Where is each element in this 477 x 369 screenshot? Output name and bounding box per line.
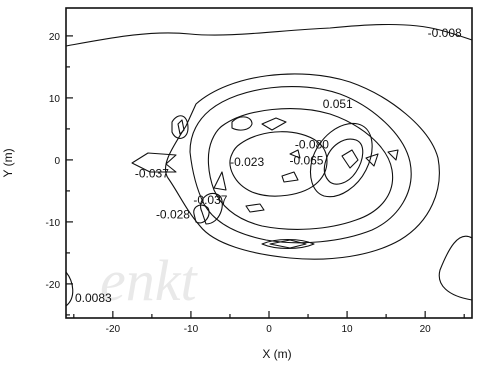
contour-value-label: 0.0083 [75, 291, 112, 305]
contour-value-label: -0.037 [135, 167, 169, 181]
contour-labels: -0.008 0.051 -0.080 -0.023 -0.065 -0.037 -0.03… [75, 26, 462, 305]
contour-value-label: -0.008 [428, 26, 462, 40]
y-tick-label: 0 [54, 156, 60, 167]
x-tick-label: -10 [184, 324, 199, 335]
x-tick-label: 10 [342, 324, 354, 335]
contour-value-label: -0.023 [230, 155, 264, 169]
contour-island-lower-mid [245, 203, 265, 213]
contour-island-bottom-core [269, 239, 307, 249]
contour-island-bottom [261, 238, 315, 250]
axis-ticks: -20 -10 0 10 20 -20 -10 0 10 20 [46, 32, 465, 335]
contour-island-top-left [171, 115, 189, 139]
watermark: enkt [100, 248, 198, 313]
plot-frame [65, 7, 473, 319]
x-tick-label: 0 [266, 324, 272, 335]
contour-line-inner-right-outer [309, 122, 373, 198]
contour-line-inner-right-core [341, 149, 359, 169]
contour-island-center-a [281, 171, 299, 183]
contour-line-level-1 [164, 73, 440, 260]
y-tick-label: 10 [49, 94, 61, 105]
contour-value-label: -0.028 [156, 207, 190, 221]
y-tick-label: -20 [46, 280, 61, 291]
contour-line-inner-center [229, 131, 328, 197]
contour-island-far-right [387, 149, 399, 161]
contour-line-outer-bottomright [438, 235, 473, 301]
contour-line-level-2 [189, 86, 412, 244]
contour-line-inner-right-mid [323, 138, 364, 185]
contour-island-lower-left [200, 192, 223, 225]
contour-value-label: -0.080 [295, 137, 329, 151]
contour-island-top-left-core [177, 119, 185, 135]
contour-value-label: -0.065 [289, 154, 323, 168]
y-tick-label: -10 [46, 218, 61, 229]
contour-value-label: -0.037 [193, 193, 227, 207]
x-tick-label: 20 [420, 324, 432, 335]
contour-island-lower-left-core [193, 204, 210, 224]
contour-line-outer-bottomleft [65, 271, 74, 307]
contour-lines [65, 23, 473, 307]
contour-line-level-3 [207, 108, 394, 230]
contour-island-top-right [261, 117, 287, 131]
contour-island-center-b [289, 149, 301, 159]
contour-line-outer-topright [65, 23, 473, 47]
x-tick-label: -20 [106, 324, 121, 335]
y-tick-label: 20 [49, 32, 61, 43]
contour-island-left-tri [213, 171, 227, 191]
x-axis-title: X (m) [262, 347, 291, 361]
contour-value-label: 0.051 [323, 97, 353, 111]
contour-island-top [231, 116, 253, 131]
y-axis-title: Y (m) [1, 148, 15, 177]
contour-island-right [365, 153, 379, 167]
